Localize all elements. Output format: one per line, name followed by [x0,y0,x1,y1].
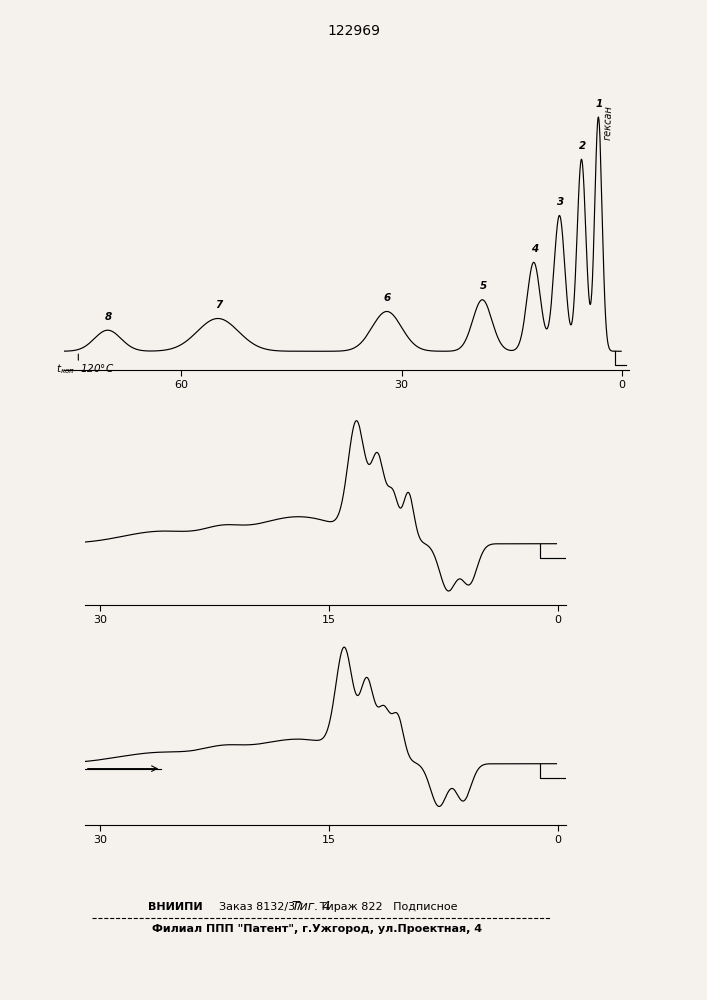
Text: 7: 7 [215,300,222,310]
Text: Заказ 8132/37     Тираж 822   Подписное: Заказ 8132/37 Тираж 822 Подписное [212,902,457,912]
Text: 6: 6 [384,293,391,303]
Text: 5: 5 [479,281,486,291]
Text: $t_{\kappa o\pi}$  120°C: $t_{\kappa o\pi}$ 120°C [57,362,115,376]
Text: Τиг. 3: Τиг. 3 [291,680,330,694]
Text: 8: 8 [105,312,112,322]
Text: Τиг. 4: Τиг. 4 [291,900,330,914]
Text: Τиг. 2: Τиг. 2 [310,428,349,441]
Text: 3: 3 [556,197,563,207]
Text: 122969: 122969 [327,24,380,38]
Text: гексан: гексан [603,105,614,141]
Text: 1: 1 [595,99,602,109]
Text: 2: 2 [578,141,586,151]
Text: ВНИИПИ: ВНИИПИ [148,902,203,912]
Text: 4: 4 [531,244,538,254]
Text: Филиал ППП "Патент", г.Ужгород, ул.Проектная, 4: Филиал ППП "Патент", г.Ужгород, ул.Проек… [152,924,482,934]
